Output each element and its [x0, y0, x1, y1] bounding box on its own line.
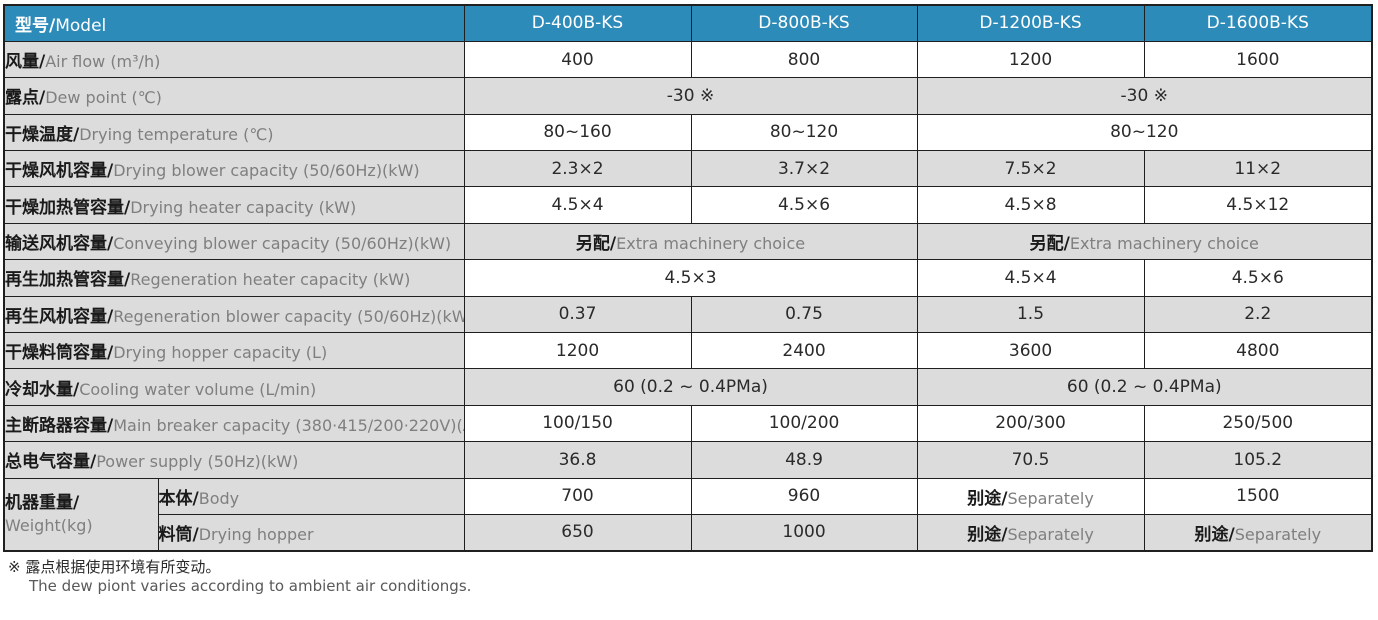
row-drying-hopper: 干燥料筒容量/Drying hopper capacity (L) 1200 2…: [3, 332, 1373, 370]
row-drying-temp: 干燥温度/Drying temperature (℃) 80~160 80~12…: [3, 113, 1373, 152]
label-weight-hopper: 料筒/Drying hopper: [157, 513, 465, 552]
cell-main-breaker-1: 100/150: [463, 404, 692, 443]
cell-drying-hopper-1: 1200: [463, 332, 692, 370]
row-regen-heater: 再生加热管容量/Regeneration heater capacity (kW…: [3, 259, 1373, 297]
label-dew-point: 露点/Dew point (℃): [3, 77, 465, 115]
row-drying-blower: 干燥风机容量/Drying blower capacity (50/60Hz)(…: [3, 150, 1373, 188]
row-weight-hopper: 料筒/Drying hopper 650 1000 别途/Separately …: [4, 513, 1373, 552]
cell-regen-heater-12: 4.5×3: [463, 259, 918, 297]
cell-weight-hopper-2: 1000: [690, 513, 918, 552]
label-drying-heater: 干燥加热管容量/Drying heater capacity (kW): [3, 186, 465, 224]
header-model-d1200: D-1200B-KS: [916, 4, 1145, 42]
cell-main-breaker-4: 250/500: [1143, 404, 1373, 443]
cell-air-flow-3: 1200: [916, 40, 1145, 79]
cell-weight-hopper-1: 650: [463, 513, 692, 552]
cell-power-supply-4: 105.2: [1143, 441, 1373, 479]
cell-drying-hopper-2: 2400: [690, 332, 918, 370]
label-regen-blower: 再生风机容量/Regeneration blower capacity (50/…: [3, 295, 465, 334]
label-weight-body: 本体/Body: [157, 477, 465, 515]
row-weight-body: 机器重量/Weight(kg) 本体/Body 700 960 别途/Separ…: [3, 477, 1373, 552]
cell-main-breaker-3: 200/300: [916, 404, 1145, 443]
label-conveying-blower: 输送风机容量/Conveying blower capacity (50/60H…: [3, 222, 465, 261]
cell-drying-temp-2: 80~120: [690, 113, 918, 152]
cell-drying-temp-34: 80~120: [916, 113, 1373, 152]
cell-regen-blower-4: 2.2: [1143, 295, 1373, 334]
cell-weight-body-4: 1500: [1143, 477, 1373, 515]
cell-weight-body-1: 700: [463, 477, 692, 515]
cell-drying-heater-4: 4.5×12: [1143, 186, 1373, 224]
cell-conveying-blower-34: 另配/Extra machinery choice: [916, 222, 1373, 261]
cell-air-flow-1: 400: [463, 40, 692, 79]
cell-drying-blower-3: 7.5×2: [916, 150, 1145, 188]
cell-power-supply-3: 70.5: [916, 441, 1145, 479]
cell-drying-blower-2: 3.7×2: [690, 150, 918, 188]
cell-drying-heater-3: 4.5×8: [916, 186, 1145, 224]
label-weight: 机器重量/Weight(kg): [3, 477, 159, 552]
cell-regen-heater-3: 4.5×4: [916, 259, 1145, 297]
row-conveying-blower: 输送风机容量/Conveying blower capacity (50/60H…: [3, 222, 1373, 261]
cell-drying-blower-4: 11×2: [1143, 150, 1373, 188]
header-label-en: Model: [55, 15, 107, 36]
cell-cooling-water-34: 60 (0.2 ~ 0.4PMa): [916, 368, 1373, 406]
cell-drying-hopper-4: 4800: [1143, 332, 1373, 370]
cell-drying-heater-2: 4.5×6: [690, 186, 918, 224]
cell-power-supply-1: 36.8: [463, 441, 692, 479]
header-row: 型号/Model D-400B-KS D-800B-KS D-1200B-KS …: [3, 4, 1373, 42]
cell-regen-heater-4: 4.5×6: [1143, 259, 1373, 297]
row-cooling-water: 冷却水量/Cooling water volume (L/min) 60 (0.…: [3, 368, 1373, 406]
header-model-label: 型号/Model: [3, 4, 465, 42]
row-power-supply: 总电气容量/Power supply (50Hz)(kW) 36.8 48.9 …: [3, 441, 1373, 479]
cell-weight-hopper-3: 别途/Separately: [916, 513, 1145, 552]
cell-cooling-water-12: 60 (0.2 ~ 0.4PMa): [463, 368, 918, 406]
cell-main-breaker-2: 100/200: [690, 404, 918, 443]
cell-drying-heater-1: 4.5×4: [463, 186, 692, 224]
label-drying-blower: 干燥风机容量/Drying blower capacity (50/60Hz)(…: [3, 150, 465, 188]
cell-regen-blower-1: 0.37: [463, 295, 692, 334]
label-power-supply: 总电气容量/Power supply (50Hz)(kW): [3, 441, 465, 479]
label-air-flow: 风量/Air flow (m³/h): [3, 40, 465, 79]
cell-regen-blower-3: 1.5: [916, 295, 1145, 334]
footnote-zh: ※ 露点根据使用环境有所变动。: [8, 557, 221, 576]
cell-weight-body-3: 别途/Separately: [916, 477, 1145, 515]
row-dew-point: 露点/Dew point (℃) -30 ※ -30 ※: [3, 77, 1373, 115]
label-main-breaker: 主断路器容量/Main breaker capacity (380·415/20…: [3, 404, 465, 443]
cell-dew-point-12: -30 ※: [463, 77, 918, 115]
cell-conveying-blower-12: 另配/Extra machinery choice: [463, 222, 918, 261]
cell-weight-body-2: 960: [690, 477, 918, 515]
row-air-flow: 风量/Air flow (m³/h) 400 800 1200 1600: [3, 40, 1373, 79]
cell-drying-blower-1: 2.3×2: [463, 150, 692, 188]
spec-table: 型号/Model D-400B-KS D-800B-KS D-1200B-KS …: [3, 4, 1374, 552]
header-model-d800: D-800B-KS: [690, 4, 918, 42]
label-regen-heater: 再生加热管容量/Regeneration heater capacity (kW…: [3, 259, 465, 297]
cell-power-supply-2: 48.9: [690, 441, 918, 479]
footnote-en: The dew piont varies according to ambien…: [29, 577, 472, 596]
cell-regen-blower-2: 0.75: [690, 295, 918, 334]
label-cooling-water: 冷却水量/Cooling water volume (L/min): [3, 368, 465, 406]
cell-drying-hopper-3: 3600: [916, 332, 1145, 370]
cell-dew-point-34: -30 ※: [916, 77, 1373, 115]
cell-weight-hopper-4: 别途/Separately: [1143, 513, 1373, 552]
footnote: ※ 露点根据使用环境有所变动。 The dew piont varies acc…: [8, 558, 1378, 597]
header-model-d400: D-400B-KS: [463, 4, 692, 42]
cell-air-flow-4: 1600: [1143, 40, 1373, 79]
label-drying-hopper: 干燥料筒容量/Drying hopper capacity (L): [3, 332, 465, 370]
cell-drying-temp-1: 80~160: [463, 113, 692, 152]
row-main-breaker: 主断路器容量/Main breaker capacity (380·415/20…: [3, 404, 1373, 443]
row-drying-heater: 干燥加热管容量/Drying heater capacity (kW) 4.5×…: [3, 186, 1373, 224]
row-regen-blower: 再生风机容量/Regeneration blower capacity (50/…: [3, 295, 1373, 334]
cell-air-flow-2: 800: [690, 40, 918, 79]
header-label-zh: 型号/: [15, 15, 56, 36]
label-drying-temp: 干燥温度/Drying temperature (℃): [3, 113, 465, 152]
header-model-d1600: D-1600B-KS: [1143, 4, 1373, 42]
